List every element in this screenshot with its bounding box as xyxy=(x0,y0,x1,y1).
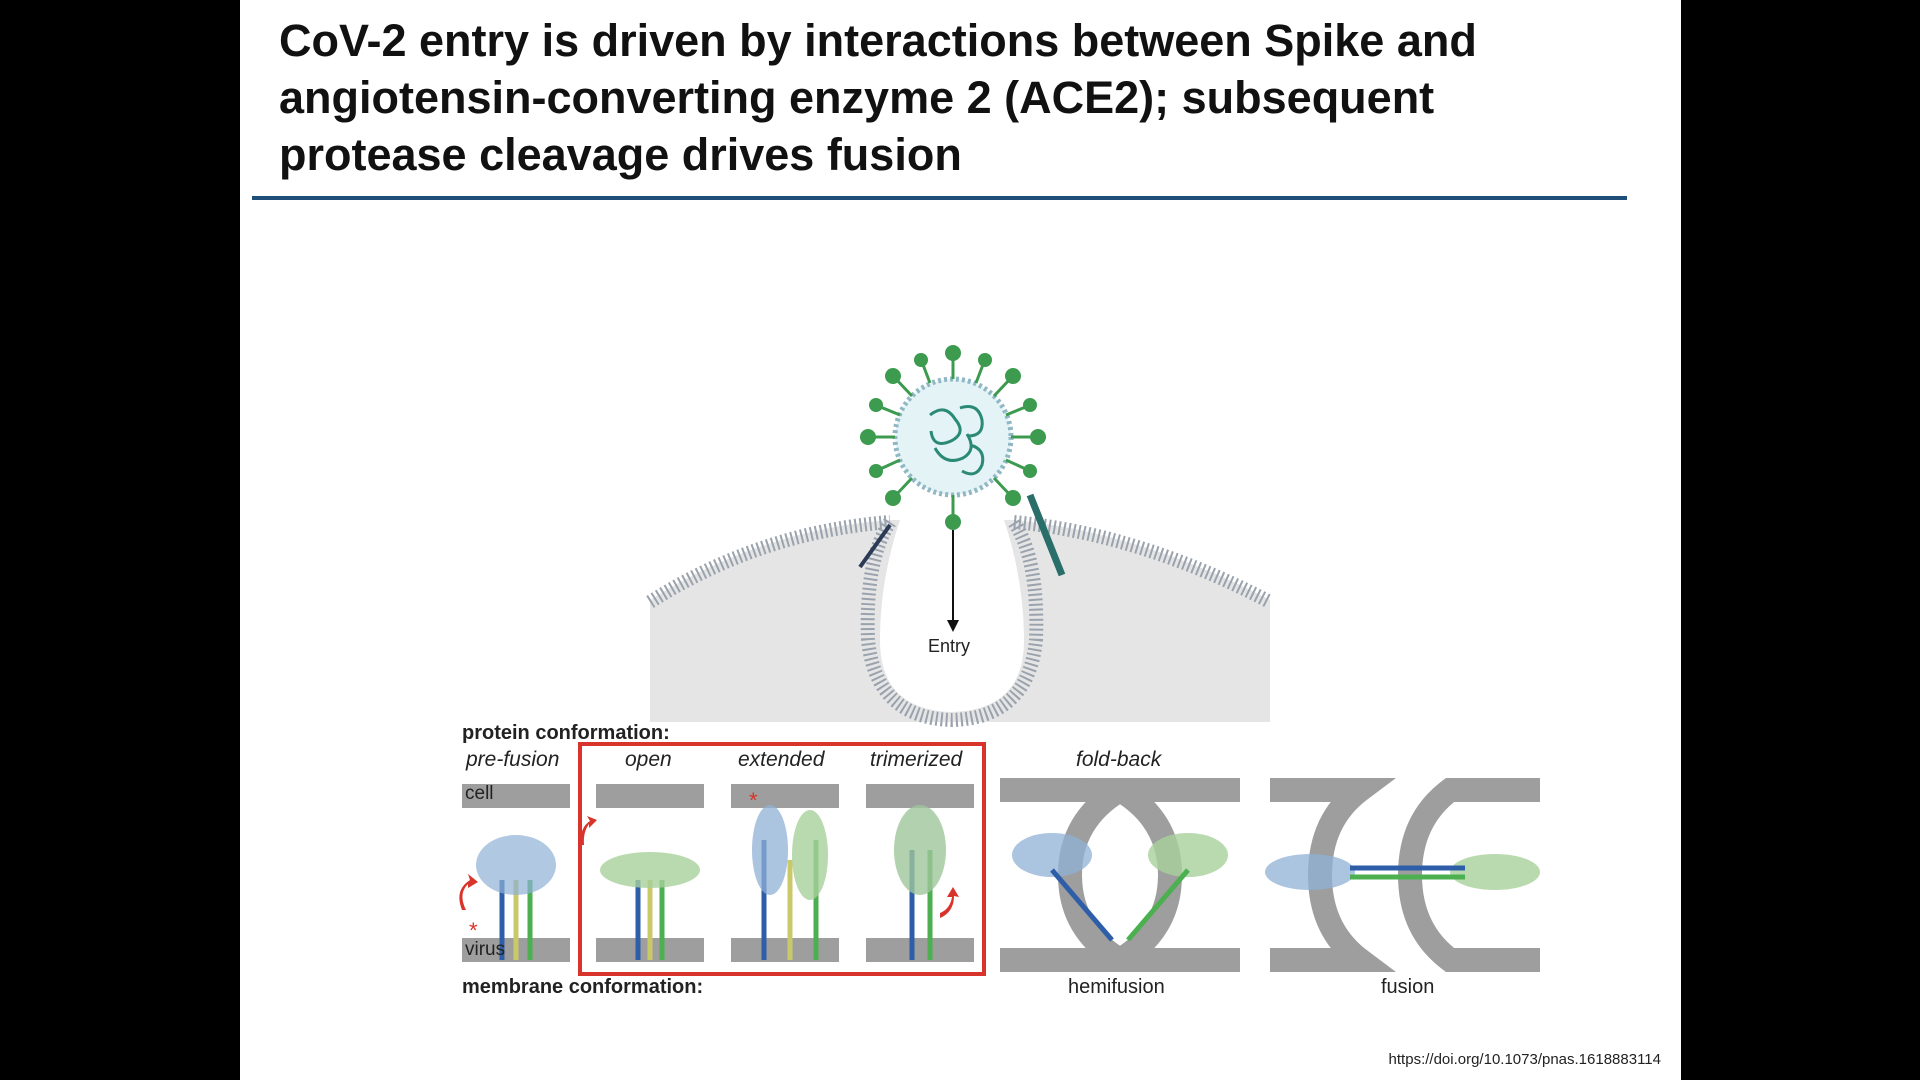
stage-fold-back: fold-back xyxy=(1076,748,1162,771)
hemifusion-proteins xyxy=(1012,833,1228,942)
protein-conformation-header: protein conformation: xyxy=(462,722,670,744)
title-line-3: protease cleavage drives fusion xyxy=(279,129,962,180)
hemifusion-membranes xyxy=(1000,778,1240,972)
membrane-conformation-header: membrane conformation: xyxy=(462,976,704,998)
stage-pre-fusion: pre-fusion xyxy=(466,748,560,771)
svg-text:*: * xyxy=(469,918,478,943)
red-markers: * * xyxy=(459,788,959,943)
cell-membrane-bars xyxy=(462,784,974,808)
spike-heads xyxy=(476,805,946,900)
cell-label: cell xyxy=(465,783,494,804)
fusion-proteins xyxy=(1265,854,1540,890)
svg-text:*: * xyxy=(749,788,758,813)
entry-label: Entry xyxy=(928,636,971,656)
slide-title: CoV-2 entry is driven by interactions be… xyxy=(279,12,1639,183)
membrane-state-hemifusion: hemifusion xyxy=(1068,976,1165,998)
highlight-box xyxy=(578,742,986,976)
virus-membrane-bars xyxy=(462,938,974,962)
stage-trimerized: trimerized xyxy=(870,748,963,771)
title-line-2: angiotensin-converting enzyme 2 (ACE2); … xyxy=(279,72,1435,123)
entry-arrow-head xyxy=(947,620,959,632)
doi-citation: https://doi.org/10.1073/pnas.1618883114 xyxy=(1388,1051,1661,1068)
ace2-receptor-right xyxy=(1026,493,1066,577)
membrane-state-fusion: fusion xyxy=(1381,976,1435,998)
entry-diagram xyxy=(646,345,1274,728)
slide: CoV-2 entry is driven by interactions be… xyxy=(240,0,1681,1080)
stage-extended: extended xyxy=(738,748,825,771)
conformation-diagram: * * xyxy=(459,742,1540,976)
cell-membrane xyxy=(646,515,1274,728)
title-line-1: CoV-2 entry is driven by interactions be… xyxy=(279,15,1477,66)
virus-label: virus xyxy=(465,939,506,960)
stage-open: open xyxy=(625,748,672,771)
ace2-receptor-left xyxy=(858,523,892,569)
virus-particle xyxy=(860,345,1046,530)
title-underline xyxy=(252,196,1627,200)
